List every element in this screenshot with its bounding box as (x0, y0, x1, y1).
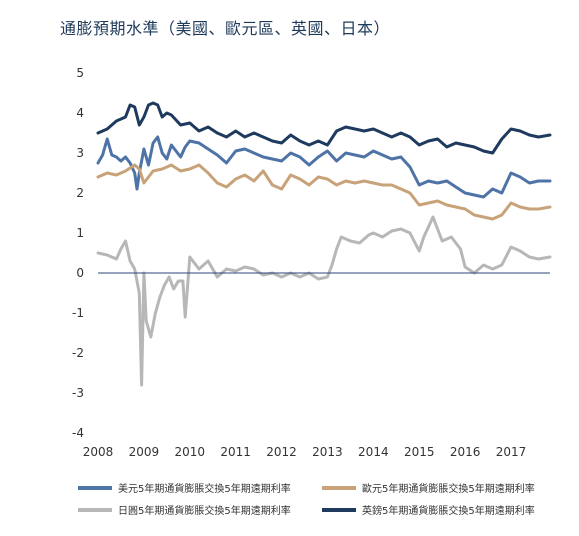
series-line-1 (96, 163, 552, 221)
y-tick-label: -2 (72, 346, 84, 360)
y-tick-label: 0 (76, 266, 84, 280)
x-tick-label: 2017 (496, 445, 527, 459)
x-tick-label: 2013 (312, 445, 343, 459)
x-tick-label: 2016 (450, 445, 481, 459)
y-tick-label: -4 (72, 426, 84, 440)
legend-label-1: 歐元5年期通貨膨脹交換5年期遠期利率 (362, 482, 535, 495)
x-tick-label: 2012 (266, 445, 297, 459)
y-tick-label: -1 (72, 306, 84, 320)
y-tick-label: 5 (76, 66, 84, 80)
y-tick-label: 1 (76, 226, 84, 240)
legend: 美元5年期通貨膨脹交換5年期遠期利率 歐元5年期通貨膨脹交換5年期遠期利率日圓5年… (78, 482, 535, 517)
y-tick-label: 3 (76, 146, 84, 160)
series-line-2 (96, 215, 552, 387)
legend-label-0: 美元5年期通貨膨脹交換5年期遠期利率 (118, 482, 291, 495)
x-tick-label: 2011 (220, 445, 251, 459)
y-tick-label: 2 (76, 186, 84, 200)
series-line-3 (96, 101, 552, 155)
series-layer (96, 101, 552, 387)
x-tick-label: 2010 (175, 445, 206, 459)
x-tick-label: 2014 (358, 445, 389, 459)
x-axis-ticks: 2008 2009 2010 2011 2012 2013 2014 2015 2016 2017 (83, 445, 527, 459)
legend-label-2: 日圓5年期通貨膨脹交換5年期遠期利率 (118, 504, 291, 517)
y-tick-label: -3 (72, 386, 84, 400)
y-axis-ticks: 5 4 3 2 1 0 -1 -2 -3 -4 (72, 66, 84, 440)
y-tick-label: 4 (76, 106, 84, 120)
x-tick-label: 2008 (83, 445, 114, 459)
chart-title: 通膨預期水準（美國、歐元區、英國、日本） (60, 19, 391, 38)
x-tick-label: 2009 (129, 445, 160, 459)
x-tick-label: 2015 (404, 445, 435, 459)
legend-label-3: 英鎊5年期通貨膨脹交換5年期遠期利率 (362, 504, 535, 517)
